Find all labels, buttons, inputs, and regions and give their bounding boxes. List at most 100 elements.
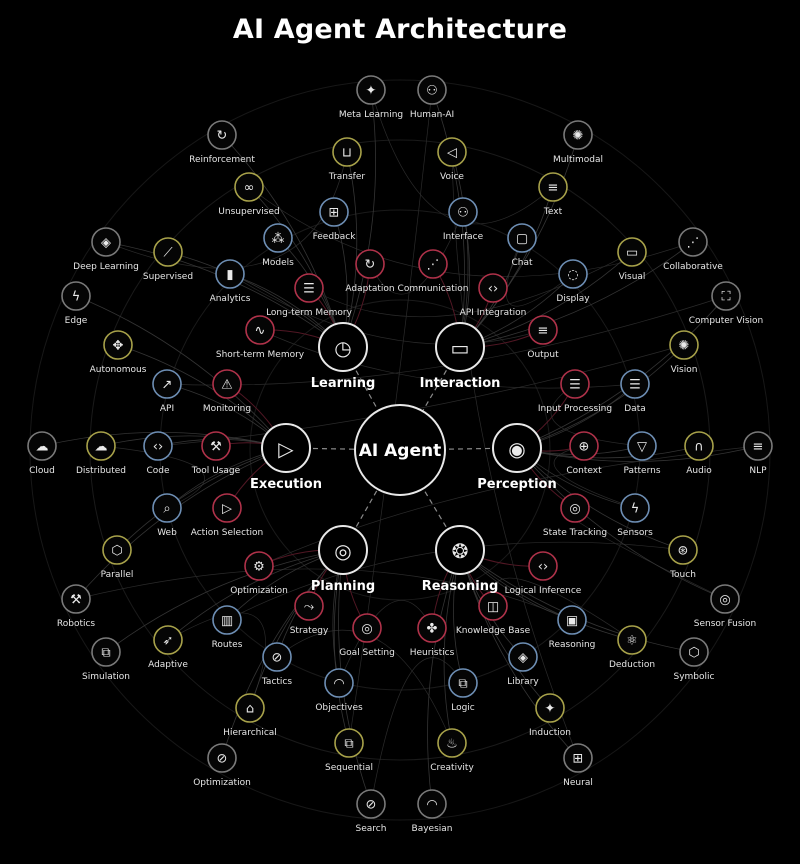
node-unsupervised[interactable]: ∞ Unsupervised <box>218 172 280 217</box>
node-code[interactable]: ‹› Code <box>143 431 173 476</box>
node-multimodal[interactable]: ✺ Multimodal <box>553 120 603 165</box>
hexagon-icon: ⬡ <box>688 646 699 661</box>
node-strategy[interactable]: ⤳ Strategy <box>290 591 329 636</box>
node-chat[interactable]: ▢ Chat <box>507 223 537 268</box>
node-reinforcement[interactable]: ↻ Reinforcement <box>189 120 255 165</box>
node-autonomous[interactable]: ✥ Autonomous <box>90 330 147 375</box>
node-optimization[interactable]: ⚙ Optimization <box>230 551 288 596</box>
hub-execution[interactable]: ▷ Execution <box>250 423 322 492</box>
node-api[interactable]: ↗ API <box>152 369 182 414</box>
node-goal-setting[interactable]: ◎ Goal Setting <box>339 613 395 658</box>
node-circle <box>91 637 121 667</box>
node-api-integration[interactable]: ‹› API Integration <box>460 273 527 318</box>
node-library[interactable]: ◈ Library <box>507 642 539 687</box>
node-short-term-memory[interactable]: ∿ Short-term Memory <box>216 315 305 360</box>
puzzle-icon: ✤ <box>427 622 438 637</box>
node-simulation[interactable]: ⧉ Simulation <box>82 637 130 682</box>
node-web[interactable]: ⌕ Web <box>152 493 182 538</box>
code-icon: ‹› <box>488 282 498 297</box>
node-display[interactable]: ◌ Display <box>556 259 590 304</box>
node-long-term-memory[interactable]: ☰ Long-term Memory <box>266 273 353 318</box>
node-context[interactable]: ⊕ Context <box>566 431 602 476</box>
node-sequential[interactable]: ⧉ Sequential <box>325 728 373 773</box>
hub-circle <box>261 423 311 473</box>
node-label: Routes <box>212 640 243 650</box>
hub-reasoning[interactable]: ❂ Reasoning <box>422 525 499 594</box>
node-input-processing[interactable]: ☰ Input Processing <box>538 369 612 414</box>
node-transfer[interactable]: ⊔ Transfer <box>328 137 365 182</box>
node-text[interactable]: ≡ Text <box>538 172 568 217</box>
node-search[interactable]: ⊘ Search <box>356 789 387 834</box>
node-deep-learning[interactable]: ◈ Deep Learning <box>73 227 139 272</box>
node-tool-usage[interactable]: ⚒ Tool Usage <box>191 431 241 476</box>
node-label: Adaptation <box>345 284 394 294</box>
node-voice[interactable]: ◁ Voice <box>437 137 467 182</box>
node-circle <box>332 137 362 167</box>
node-optimization[interactable]: ⊘ Optimization <box>193 743 251 788</box>
node-supervised[interactable]: ⟋ Supervised <box>143 237 193 282</box>
node-feedback[interactable]: ⊞ Feedback <box>313 197 357 242</box>
node-deduction[interactable]: ⚛ Deduction <box>609 625 655 670</box>
node-adaptive[interactable]: ➶ Adaptive <box>148 625 188 670</box>
node-neural[interactable]: ⊞ Neural <box>563 743 593 788</box>
hub-planning[interactable]: ◎ Planning <box>311 525 375 594</box>
node-edge[interactable]: ϟ Edge <box>61 281 91 326</box>
node-routes[interactable]: ▥ Routes <box>212 605 243 650</box>
node-output[interactable]: ≡ Output <box>527 315 559 360</box>
node-models[interactable]: ⁂ Models <box>262 223 294 268</box>
node-robotics[interactable]: ⚒ Robotics <box>57 584 96 629</box>
node-sensors[interactable]: ϟ Sensors <box>617 493 653 538</box>
hub-perception[interactable]: ◉ Perception <box>477 423 557 492</box>
hub-circle <box>318 322 368 372</box>
node-induction[interactable]: ✦ Induction <box>529 693 571 738</box>
node-label: Knowledge Base <box>456 626 531 636</box>
node-patterns[interactable]: ▽ Patterns <box>623 431 661 476</box>
node-audio[interactable]: ∩ Audio <box>684 431 714 476</box>
node-cloud[interactable]: ☁ Cloud <box>27 431 57 476</box>
warning-icon: ⚠ <box>221 378 233 393</box>
node-vision[interactable]: ✺ Vision <box>669 330 699 375</box>
node-circle <box>743 431 773 461</box>
satellite-icon: ✥ <box>113 339 124 354</box>
node-tactics[interactable]: ⊘ Tactics <box>261 642 292 687</box>
refresh-icon: ↻ <box>217 129 228 144</box>
node-action-selection[interactable]: ▷ Action Selection <box>191 493 264 538</box>
document-icon: ≡ <box>538 324 549 339</box>
node-data[interactable]: ☰ Data <box>620 369 650 414</box>
node-nlp[interactable]: ≡ NLP <box>743 431 773 476</box>
hub-interaction[interactable]: ▭ Interaction <box>420 322 501 391</box>
node-hierarchical[interactable]: ⌂ Hierarchical <box>223 693 277 738</box>
node-creativity[interactable]: ♨ Creativity <box>430 728 474 773</box>
node-bayesian[interactable]: ◠ Bayesian <box>412 789 453 834</box>
node-parallel[interactable]: ⬡ Parallel <box>101 535 134 580</box>
node-sensor-fusion[interactable]: ◎ Sensor Fusion <box>694 584 757 629</box>
node-visual[interactable]: ▭ Visual <box>617 237 647 282</box>
node-communication[interactable]: ⋰ Communication <box>398 249 469 294</box>
node-interface[interactable]: ⚇ Interface <box>443 197 484 242</box>
node-logic[interactable]: ⧉ Logic <box>448 668 478 713</box>
node-meta-learning[interactable]: ✦ Meta Learning <box>339 75 403 120</box>
node-circle <box>710 584 740 614</box>
hub-learning[interactable]: ◷ Learning <box>311 322 376 391</box>
node-label: Action Selection <box>191 528 264 538</box>
node-heuristics[interactable]: ✤ Heuristics <box>410 613 455 658</box>
node-human-ai[interactable]: ⚇ Human-AI <box>410 75 454 120</box>
node-circle <box>668 535 698 565</box>
node-collaborative[interactable]: ⋰ Collaborative <box>663 227 723 272</box>
node-adaptation[interactable]: ↻ Adaptation <box>345 249 395 294</box>
node-state-tracking[interactable]: ◎ State Tracking <box>543 493 607 538</box>
node-label: Input Processing <box>538 404 612 414</box>
node-analytics[interactable]: ▮ Analytics <box>210 259 251 304</box>
hub-circle <box>435 322 485 372</box>
node-computer-vision[interactable]: ⛶ Computer Vision <box>689 281 763 326</box>
node-touch[interactable]: ⊛ Touch <box>668 535 698 580</box>
node-symbolic[interactable]: ⬡ Symbolic <box>674 637 715 682</box>
node-distributed[interactable]: ☁ Distributed <box>76 431 126 476</box>
node-label: Library <box>507 677 539 687</box>
node-reasoning[interactable]: ▣ Reasoning <box>549 605 596 650</box>
node-objectives[interactable]: ◠ Objectives <box>315 668 363 713</box>
node-monitoring[interactable]: ⚠ Monitoring <box>203 369 251 414</box>
node-label: Sensor Fusion <box>694 619 757 629</box>
node-knowledge-base[interactable]: ◫ Knowledge Base <box>456 591 531 636</box>
node-logical-inference[interactable]: ‹› Logical Inference <box>505 551 582 596</box>
